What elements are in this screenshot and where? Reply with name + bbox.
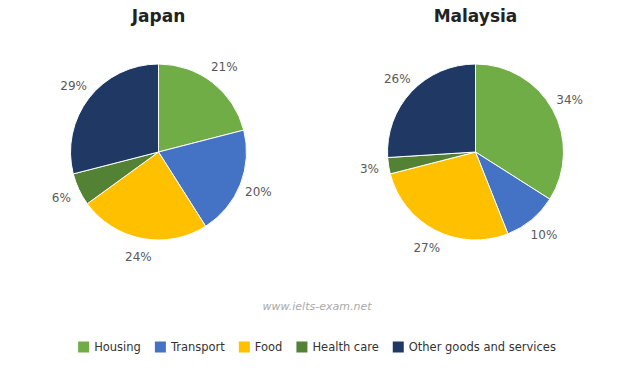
legend: Housing Transport Food Health care Other goo… — [78, 340, 556, 354]
legend-item: Other goods and services — [393, 340, 556, 354]
slices — [71, 64, 247, 240]
slices — [388, 64, 564, 240]
chart-title: Malaysia — [434, 6, 518, 26]
legend-swatch — [78, 342, 89, 353]
legend-label: Health care — [312, 340, 378, 354]
data-label: 24% — [125, 250, 152, 264]
legend-label: Transport — [170, 340, 225, 354]
data-label: 26% — [384, 72, 411, 86]
data-labels: 21% 20% 24% 6% 29% — [52, 60, 272, 264]
legend-item: Health care — [296, 340, 378, 354]
data-label: 10% — [531, 228, 558, 242]
pie-chart: 34% 10% 27% 3% 26% — [360, 64, 583, 255]
legend-label: Food — [255, 340, 283, 354]
legend-label: Housing — [94, 340, 141, 354]
legend-item: Transport — [155, 340, 225, 354]
data-labels: 34% 10% 27% 3% 26% — [360, 72, 583, 255]
data-label: 34% — [556, 93, 583, 107]
data-label: 20% — [245, 185, 272, 199]
legend-item: Housing — [78, 340, 141, 354]
annotation: www.ielts-exam.net — [263, 300, 373, 313]
legend-swatch — [296, 342, 307, 353]
legend-label: Other goods and services — [409, 340, 556, 354]
chart-root: 21% 20% 24% 6% 29% Japan 34% 10% 27% 3% 26% Malaysi… — [0, 0, 634, 371]
data-label: 29% — [60, 79, 87, 93]
data-label: 3% — [360, 162, 379, 176]
legend-swatch — [155, 342, 166, 353]
legend-swatch — [393, 342, 404, 353]
data-label: 6% — [52, 191, 71, 205]
legend-swatch — [239, 342, 250, 353]
data-label: 21% — [211, 60, 238, 74]
legend-item: Food — [239, 340, 283, 354]
pie-chart: 21% 20% 24% 6% 29% — [52, 60, 272, 264]
chart-title: Japan — [131, 6, 186, 26]
data-label: 27% — [413, 241, 440, 255]
